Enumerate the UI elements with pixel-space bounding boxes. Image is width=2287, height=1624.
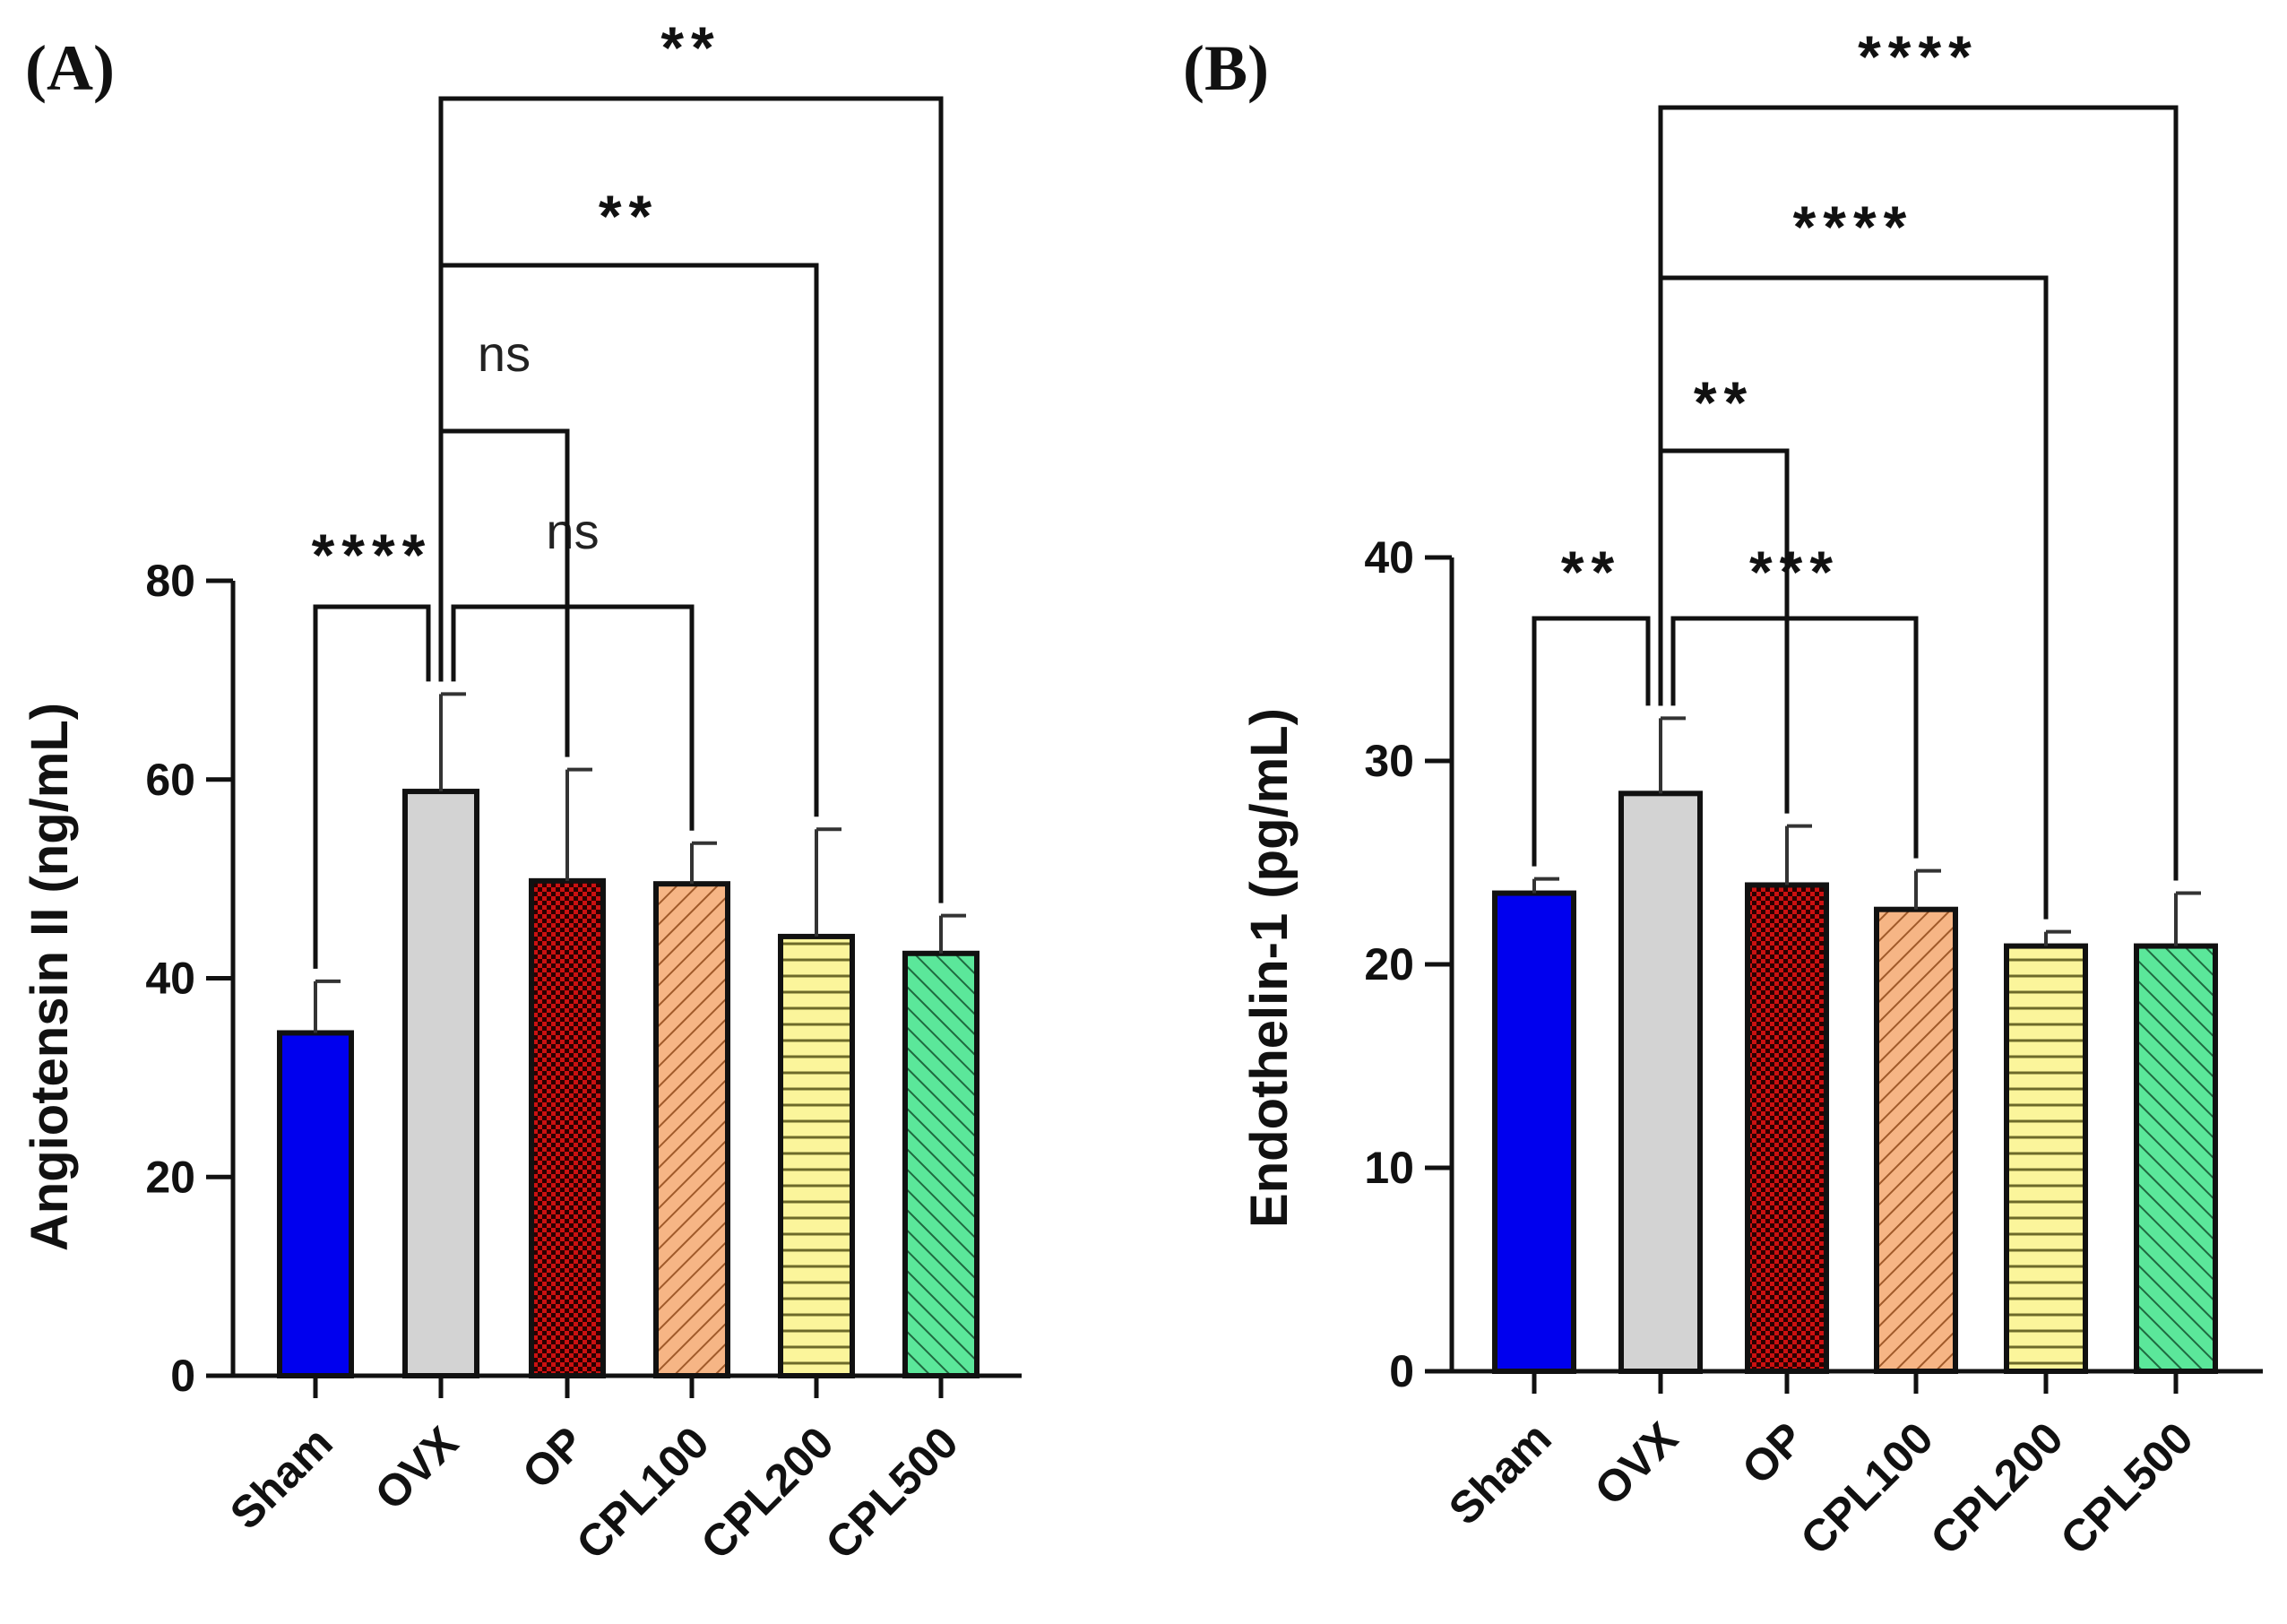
sig-bracket-a-ovx-op [438, 428, 570, 757]
sig-label-b-sham-ovx: ** [1561, 539, 1621, 605]
y-tick-label-a-20: 20 [145, 1152, 195, 1202]
category-label-a-op: OP [513, 1417, 594, 1499]
sig-bracket-a-ovx-cpl100 [451, 604, 695, 831]
sig-bracket-b-sham-ovx [1532, 616, 1651, 867]
bar-a-cpl100 [653, 881, 730, 1378]
y-tick-label-a-80: 80 [145, 556, 195, 606]
panel-label-b: (B) [1183, 32, 1269, 104]
category-label-b-cpl500: CPL500 [2050, 1412, 2202, 1564]
sig-label-a-ovx-op: ns [478, 325, 531, 382]
y-tick-label-b-10: 10 [1364, 1143, 1414, 1193]
category-label-a-cpl200: CPL200 [691, 1417, 842, 1568]
category-label-b-sham: Sham [1439, 1412, 1561, 1534]
category-label-a-sham: Sham [220, 1417, 342, 1539]
bar-a-sham [277, 1030, 354, 1378]
category-label-a-cpl500: CPL500 [816, 1417, 967, 1568]
bar-b-ovx [1618, 790, 1703, 1374]
y-tick-label-b-0: 0 [1389, 1346, 1414, 1396]
bar-b-sham [1492, 890, 1576, 1374]
y-axis-title-b: Endothelin-1 (pg/mL) [1240, 708, 1299, 1228]
sig-label-a-ovx-cpl100: ns [546, 503, 599, 559]
bar-a-ovx [402, 789, 479, 1378]
y-tick-label-b-30: 30 [1364, 736, 1414, 786]
sig-bracket-a-sham-ovx [313, 604, 431, 969]
sig-label-b-ovx-cpl100: *** [1749, 539, 1840, 605]
bar-b-op [1745, 882, 1829, 1374]
bar-a-op [529, 877, 606, 1378]
sig-label-b-ovx-op: ** [1694, 369, 1754, 436]
sig-bracket-a-ovx-cpl500 [438, 96, 944, 903]
category-label-b-cpl100: CPL100 [1791, 1412, 1942, 1564]
category-label-b-ovx: OVX [1585, 1412, 1687, 1515]
bar-b-cpl500 [2134, 943, 2218, 1374]
category-label-a-cpl100: CPL100 [566, 1417, 718, 1568]
y-tick-label-a-60: 60 [145, 755, 195, 805]
y-tick-label-a-0: 0 [170, 1351, 195, 1401]
bar-b-cpl200 [2004, 943, 2088, 1374]
y-axis-title-a: Angiotensin II (ng/mL) [21, 703, 79, 1251]
sig-label-b-ovx-cpl200: **** [1793, 194, 1914, 260]
sig-label-a-ovx-cpl500: ** [660, 14, 721, 81]
bar-a-cpl500 [902, 950, 980, 1378]
category-label-b-cpl200: CPL200 [1920, 1412, 2072, 1564]
sig-label-a-ovx-cpl200: ** [599, 183, 659, 249]
sig-bracket-b-ovx-cpl100 [1670, 616, 1919, 859]
category-label-b-op: OP [1732, 1412, 1814, 1494]
bar-b-cpl100 [1874, 906, 1958, 1374]
category-label-a-ovx: OVX [366, 1417, 468, 1519]
y-tick-label-b-20: 20 [1364, 939, 1414, 989]
sig-label-a-sham-ovx: **** [312, 522, 433, 588]
y-tick-label-b-40: 40 [1364, 532, 1414, 583]
panel-a: (A) Angiotensin II (ng/mL) 0 20 40 60 80 Sham OV… [21, 14, 1022, 1568]
sig-label-b-ovx-cpl500: **** [1858, 23, 1979, 90]
sig-bracket-b-ovx-cpl500 [1658, 105, 2179, 881]
panel-b: (B) Endothelin-1 (pg/mL) 0 10 20 30 40 Sham OVX O… [1183, 23, 2263, 1564]
panel-label-a: (A) [25, 32, 115, 104]
bar-a-cpl200 [778, 933, 855, 1378]
sig-bracket-b-ovx-op [1658, 448, 1790, 814]
y-tick-label-a-40: 40 [145, 954, 195, 1004]
